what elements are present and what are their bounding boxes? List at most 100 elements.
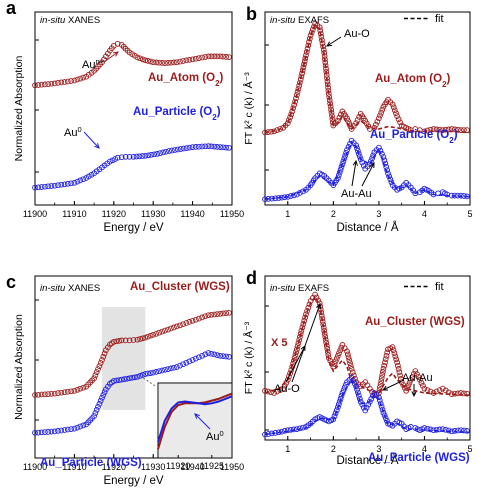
inset-x-tick-label: 11925 — [200, 461, 224, 471]
series-au-atom-point — [301, 61, 307, 68]
panel-d: 1 2 3 4 5 Distance / Å FT k² c (k) / Å⁻³ d in-si… — [242, 268, 473, 467]
series-au-atom-point — [192, 55, 199, 62]
series-au-atom-point — [439, 127, 446, 133]
y-axis-label: Normalized Absorption — [13, 56, 25, 162]
inset-background — [159, 384, 231, 457]
series-au-cluster-point — [304, 308, 310, 314]
series-au-particle-point — [335, 404, 341, 411]
series-au-particle-point — [55, 428, 61, 434]
series-au-particle-point — [369, 155, 375, 162]
series-au-particle-point — [442, 426, 449, 433]
series-au-particle-point — [173, 364, 180, 370]
x-tick-label: 4 — [422, 209, 427, 219]
series-au-particle-point — [137, 373, 143, 379]
series-au-particle-point — [45, 429, 51, 435]
series-label-subscript: 2 — [449, 136, 454, 145]
series-au-particle-point — [205, 143, 212, 149]
series-au-cluster-point — [333, 355, 340, 362]
series-au-atom-point — [223, 54, 229, 60]
series-au-particle-point — [223, 353, 229, 360]
series-au-particle-point — [61, 427, 68, 433]
series-au-particle-point — [381, 412, 388, 419]
series-au-particle-point — [51, 428, 58, 435]
series-au-particle-point — [355, 392, 362, 399]
series-au-particle-point — [38, 184, 45, 190]
x-tick-label: 11910 — [62, 462, 86, 472]
series-au-cluster-point — [464, 390, 470, 397]
series-au-atom-point — [211, 53, 218, 60]
series-au-cluster-point — [145, 333, 151, 340]
series-au-particle-point — [129, 374, 136, 381]
series-au-cluster-point — [130, 337, 137, 343]
series-au-particle-point — [142, 152, 149, 159]
plot-frame — [264, 275, 471, 441]
series-au-particle-point — [192, 355, 199, 362]
series-au-cluster-point — [349, 369, 356, 376]
series-au-cluster-point — [96, 363, 103, 369]
series-au-particle-point — [126, 153, 133, 160]
series-label: Au_Particle (O2) — [133, 106, 221, 122]
series-au-cluster-point — [418, 379, 425, 386]
y-axis-label: FT k² c (k) / Å⁻³ — [242, 321, 255, 394]
series-au-particle-point — [464, 428, 470, 434]
series-au-particle-point — [300, 188, 306, 195]
series-au-particle-point — [284, 427, 291, 434]
series-au-atom-point — [139, 56, 146, 63]
plot-frame — [264, 11, 471, 206]
series-au-cluster-point — [405, 382, 412, 389]
series-au-cluster-point — [298, 327, 305, 334]
series-au-cluster-point — [58, 389, 65, 396]
series-au-particle-point — [142, 371, 149, 377]
series-au-cluster-point — [165, 326, 171, 333]
series-au-cluster-point — [331, 361, 338, 367]
series-au-cluster-point — [137, 336, 143, 342]
series-au-atom-point — [202, 54, 209, 60]
annotation-au-au: Au-Au — [341, 188, 372, 200]
series-au-particle-point — [362, 407, 369, 414]
annotation-arrow — [291, 303, 321, 383]
series-au-particle-point — [297, 425, 303, 432]
series-au-cluster-point — [139, 335, 146, 342]
annotation-arrowhead — [411, 391, 417, 398]
series-au-cluster-point — [100, 353, 107, 360]
x-tick-label: 5 — [467, 209, 472, 219]
series-label-main: Au_Particle (O — [370, 129, 449, 141]
series-label-main: Au_Particle (O — [133, 106, 212, 118]
series-au-cluster-point — [404, 385, 411, 391]
annotation-au-n-base: Au — [82, 59, 95, 71]
annotation-au-n: Aun+ — [82, 57, 105, 72]
series-au-cluster-point — [427, 388, 434, 395]
series-au-atom-point — [32, 82, 38, 89]
series-au-particle-point — [130, 153, 137, 160]
series-au-particle-point — [77, 177, 84, 184]
series-au-cluster-point — [344, 351, 351, 358]
series-au-atom-point — [299, 67, 306, 74]
series-au-atom-point — [391, 107, 398, 114]
series-au-cluster-point — [382, 356, 389, 362]
series-au-atom-point — [68, 78, 74, 84]
panel-title-rest: EXAFS — [298, 15, 329, 26]
series-au-cluster-point — [265, 388, 271, 395]
series-au-atom-point — [378, 109, 385, 116]
series-au-atom-point — [199, 54, 205, 61]
series-au-cluster-point — [384, 349, 391, 356]
series-au-particle-point — [445, 427, 452, 434]
series-au-atom-point — [288, 111, 295, 118]
series-au-particle-point — [202, 351, 209, 358]
series-au-cluster-point — [122, 337, 129, 344]
series-au-atom-point — [159, 60, 165, 66]
panel-title-rest: XANES — [68, 15, 100, 26]
series-label-subscript: 2 — [442, 80, 447, 89]
series-au-particle-point — [217, 352, 224, 359]
panel-title: in-situ XANES — [40, 15, 100, 26]
series-au-cluster-point — [436, 387, 443, 393]
series-au-particle-point — [348, 374, 355, 381]
series-au-particle-point — [42, 429, 48, 435]
series-au-particle-point — [330, 416, 337, 423]
series-au-cluster-point — [180, 321, 186, 328]
series-au-particle-point — [145, 370, 151, 377]
series-au-particle-point — [151, 151, 158, 158]
series-au-atom-point — [48, 80, 55, 87]
series-au-particle-point — [360, 162, 367, 169]
series-label: Au_Atom (O2) — [148, 72, 224, 88]
